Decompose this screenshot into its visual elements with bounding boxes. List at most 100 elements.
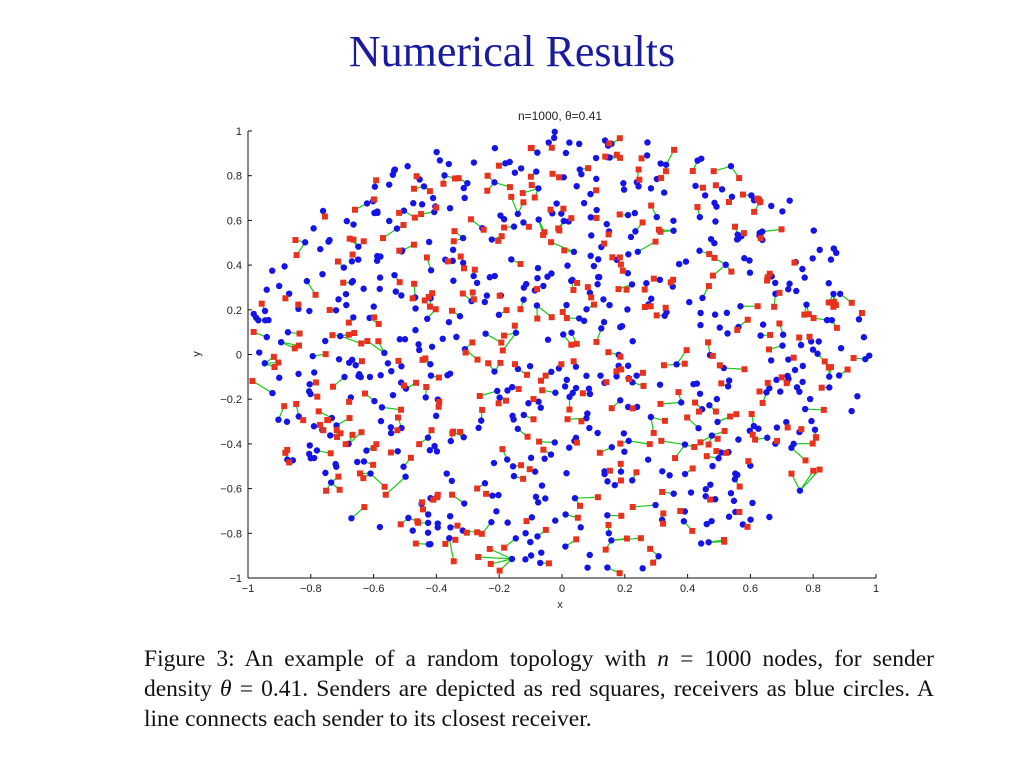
receiver-point	[261, 307, 269, 315]
sender-point	[588, 294, 595, 301]
sender-point	[531, 194, 538, 201]
sender-point	[774, 437, 781, 444]
sender-point	[561, 247, 568, 254]
x-axis-label: x	[557, 599, 563, 611]
receiver-point	[376, 523, 384, 531]
sender-point	[534, 315, 541, 322]
receiver-point	[611, 481, 618, 489]
sender-point	[619, 267, 626, 274]
receiver-point	[660, 189, 668, 196]
sender-point	[450, 238, 457, 245]
sender-point	[707, 496, 714, 503]
receiver-point	[374, 252, 381, 260]
sender-point	[764, 379, 771, 386]
receiver-point	[827, 256, 835, 263]
sender-point	[499, 347, 506, 354]
sender-point	[783, 380, 790, 387]
sender-point	[652, 238, 659, 245]
receiver-point	[402, 473, 409, 480]
sender-point	[618, 512, 625, 519]
receiver-point	[732, 470, 739, 477]
sender-point	[470, 296, 477, 303]
sender-point	[844, 366, 851, 373]
receiver-point	[535, 185, 542, 192]
sender-point	[723, 449, 730, 456]
receiver-point	[598, 325, 605, 332]
receiver-point	[708, 517, 715, 525]
receiver-point	[263, 286, 270, 293]
receiver-point	[301, 239, 309, 246]
receiver-point	[352, 362, 359, 369]
x-tick-label: 1	[873, 583, 879, 595]
receiver-point	[696, 247, 703, 254]
receiver-point	[317, 245, 324, 253]
receiver-point	[697, 540, 705, 547]
sender-point	[541, 229, 548, 236]
sender-point	[528, 144, 535, 151]
receiver-point	[449, 257, 456, 265]
receiver-point	[624, 270, 632, 277]
receiver-point	[784, 372, 791, 380]
sender-point	[435, 374, 442, 381]
receiver-point	[295, 370, 302, 378]
receiver-point	[446, 534, 453, 542]
sender-point	[530, 416, 537, 423]
receiver-point	[424, 434, 432, 441]
receiver-point	[715, 455, 722, 462]
y-tick-label: −1	[229, 573, 242, 585]
receiver-point	[833, 249, 840, 257]
receiver-point	[534, 274, 541, 282]
receiver-point	[580, 199, 588, 207]
receiver-point	[496, 394, 503, 401]
y-tick-label: −0.4	[220, 439, 242, 451]
receiver-point	[534, 533, 541, 540]
receiver-point	[350, 314, 357, 321]
receiver-point	[428, 343, 436, 350]
sender-point	[397, 521, 404, 528]
receiver-point	[707, 235, 715, 243]
sender-point	[334, 258, 341, 265]
sender-point	[528, 182, 535, 189]
sender-point	[523, 518, 530, 525]
sender-point	[457, 428, 464, 435]
sender-point	[463, 529, 470, 536]
receiver-point	[718, 186, 726, 193]
receiver-point	[854, 393, 861, 400]
sender-point	[684, 414, 691, 421]
sender-point	[435, 403, 442, 410]
tick-layer: −1 −0.8 −0.6 −0.4 −0.2 0 0.2 0.4 0.6 0.8 1 1 0.8 0.6 0…	[220, 126, 879, 595]
sender-point	[749, 431, 756, 438]
receiver-point	[436, 157, 444, 164]
sender-point	[346, 398, 353, 405]
receiver-point	[512, 329, 520, 336]
receiver-point	[759, 321, 767, 328]
receiver-point	[482, 330, 489, 337]
receiver-point	[335, 296, 342, 303]
receiver-point	[670, 217, 677, 224]
sender-point	[433, 204, 440, 211]
receiver-point	[799, 378, 806, 386]
receiver-point	[363, 200, 371, 207]
sender-point	[530, 396, 537, 403]
sender-point	[692, 399, 699, 406]
sender-point	[413, 173, 420, 180]
receiver-point	[724, 330, 731, 337]
receiver-point	[666, 472, 673, 479]
sender-point	[548, 144, 555, 151]
sender-point	[818, 384, 825, 391]
sender-point	[741, 366, 748, 373]
receiver-point	[811, 426, 819, 433]
sender-point	[714, 435, 721, 442]
receiver-point	[384, 360, 392, 367]
sender-point	[474, 485, 481, 492]
receiver-point	[391, 271, 398, 279]
sender-point	[295, 342, 302, 349]
receiver-point	[514, 365, 522, 373]
receiver-point	[707, 481, 714, 488]
sender-point	[419, 499, 426, 506]
receiver-point	[425, 541, 433, 548]
scatter-plot: −1 −0.8 −0.6 −0.4 −0.2 0 0.2 0.4 0.6 0.8 1 1 0.8 0.6 0…	[191, 109, 879, 611]
sender-point	[675, 389, 682, 396]
chart-title: n=1000, θ=0.41	[518, 109, 602, 123]
sender-point	[361, 504, 368, 511]
